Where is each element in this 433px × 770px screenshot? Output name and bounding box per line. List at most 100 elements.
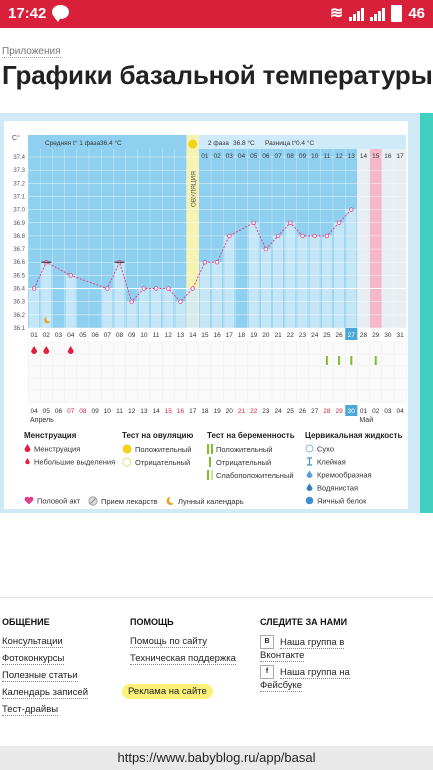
- heart-icon: [24, 496, 34, 507]
- cycle-day-label: 11: [153, 332, 160, 339]
- date-label: 09: [91, 408, 99, 415]
- temperature-bar: [138, 288, 149, 328]
- legend-menstruation-label: Менструация: [34, 444, 81, 454]
- pregnancy-test-bar: [338, 356, 341, 365]
- legend-cf-dry-label: Сухо: [317, 444, 335, 454]
- legend-pt-weak-label: Слабоположительный: [216, 470, 294, 480]
- temperature-bar: [114, 262, 125, 328]
- temperature-point: [300, 233, 305, 239]
- top-day-label: 06: [262, 153, 270, 160]
- footer-link-photocontests-text[interactable]: Фотоконкурсы: [2, 653, 65, 665]
- temperature-point: [190, 286, 195, 291]
- temperature-point: [349, 207, 354, 212]
- date-label: 05: [43, 408, 51, 415]
- temperature-point: [166, 286, 171, 291]
- footer-link-fb-2[interactable]: Фейсбуке: [260, 680, 303, 692]
- y-tick-label: 36.9: [13, 221, 25, 227]
- footer-link-advertising[interactable]: Реклама на сайте: [122, 684, 213, 699]
- status-icons: ≋ 46: [330, 5, 425, 22]
- small-drop-icon: [24, 457, 31, 468]
- pregnancy-test-bar: [350, 356, 353, 365]
- footer-link-photocontests[interactable]: Фотоконкурсы: [2, 653, 65, 665]
- temperature-point: [263, 246, 269, 252]
- top-day-label: 03: [226, 153, 234, 160]
- site-footer: ОБЩЕНИЕ Консультации Фотоконкурсы Полезн…: [0, 597, 433, 743]
- side-tab[interactable]: [420, 113, 433, 513]
- footer-link-advertising-text[interactable]: Реклама на сайте: [128, 686, 207, 697]
- footer-link-fb-line2[interactable]: Фейсбуке: [260, 680, 303, 692]
- legend-intercourse: Половой акт: [24, 496, 80, 507]
- date-label: 14: [152, 408, 160, 415]
- date-label: 18: [201, 408, 209, 415]
- footer-link-vk-line1[interactable]: Наша группа в: [280, 636, 345, 649]
- cycle-day-label: 19: [250, 332, 258, 339]
- date-label: 27: [311, 408, 319, 415]
- date-label: 03: [384, 408, 392, 415]
- footer-link-help-text[interactable]: Помощь по сайту: [130, 636, 207, 648]
- y-tick-label: 36.1: [13, 326, 25, 332]
- top-day-row: [198, 149, 407, 161]
- phase1-label: Средняя t° 1 фаза: [45, 139, 101, 147]
- footer-link-support-text[interactable]: Техническая поддержка: [130, 653, 236, 665]
- date-label: 11: [116, 408, 123, 415]
- creamy-drop-icon: [305, 470, 314, 481]
- cycle-day-label: 01: [30, 332, 38, 339]
- footer-link-consultations-text[interactable]: Консультации: [2, 636, 63, 648]
- footer-link-vk-line2[interactable]: Вконтакте: [260, 650, 305, 662]
- date-label: 16: [177, 408, 185, 415]
- footer-link-testdrives[interactable]: Тест-драйвы: [2, 704, 59, 716]
- footer-link-testdrives-text[interactable]: Тест-драйвы: [2, 704, 59, 716]
- footer-link-articles[interactable]: Полезные статьи: [2, 670, 78, 682]
- footer-link-fb-line1[interactable]: Наша группа на: [280, 666, 350, 679]
- footer-link-consultations[interactable]: Консультации: [2, 636, 63, 648]
- sticky-icon: [305, 457, 314, 468]
- y-tick-label: 36.8: [13, 234, 25, 240]
- faint-double-bar-icon: [207, 470, 213, 482]
- footer-link-articles-text[interactable]: Полезные статьи: [2, 670, 78, 682]
- blood-drop-icon: [24, 444, 31, 455]
- footer-link-calendar-text[interactable]: Календарь записей: [2, 687, 89, 699]
- footer-link-fb[interactable]: f Наша группа на: [260, 665, 350, 679]
- temperature-point: [227, 233, 232, 239]
- cycle-day-label: 12: [165, 332, 173, 339]
- month-may: Май: [359, 416, 373, 424]
- top-day-label: 08: [287, 153, 295, 160]
- empty-day-column: [357, 149, 370, 328]
- top-day-label: 01: [201, 153, 209, 160]
- footer-link-support[interactable]: Техническая поддержка: [130, 653, 236, 665]
- temperature-point: [129, 299, 134, 304]
- pill-icon: [88, 496, 98, 508]
- cycle-day-label: 03: [55, 332, 63, 339]
- url-bar[interactable]: https://www.babyblog.ru/app/basal: [0, 746, 433, 770]
- top-day-label: 11: [324, 153, 331, 160]
- legend-medication-label: Прием лекарств: [101, 496, 158, 506]
- facebook-icon: f: [260, 665, 274, 679]
- top-day-label: 07: [274, 153, 282, 160]
- footer-link-help[interactable]: Помощь по сайту: [130, 636, 207, 648]
- footer-link-vk[interactable]: В Наша группа в: [260, 635, 345, 649]
- page-title: Графики базальной температуры: [2, 60, 433, 90]
- footer-link-calendar[interactable]: Календарь записей: [2, 687, 89, 699]
- date-label: 28: [323, 408, 331, 415]
- top-day-label: 15: [372, 153, 380, 160]
- breadcrumb[interactable]: Приложения: [2, 46, 61, 58]
- temperature-bar: [321, 235, 332, 328]
- cycle-day-label: 27: [348, 332, 356, 339]
- cycle-day-label: 21: [274, 332, 282, 339]
- date-label: 24: [274, 408, 282, 415]
- highlight-date-cell: [345, 405, 358, 416]
- legend-spotting-label: Небольшие выделения: [34, 457, 116, 467]
- legend-cf-creamy: Кремообразная: [305, 470, 372, 481]
- legend-cf-watery: Водянистая: [305, 483, 358, 494]
- symbol-rows: [28, 342, 407, 403]
- date-label: 01: [360, 408, 368, 415]
- double-bar-icon: [207, 444, 213, 456]
- breadcrumb-link[interactable]: Приложения: [2, 46, 61, 58]
- legend-pt-weak: Слабоположительный: [207, 470, 294, 482]
- cycle-day-label: 22: [287, 332, 295, 339]
- temperature-bar: [102, 288, 113, 328]
- date-label: 23: [262, 408, 270, 415]
- menstruation-drop-icon: [43, 346, 50, 354]
- footer-link-vk-2[interactable]: Вконтакте: [260, 650, 305, 662]
- date-label: 30: [348, 408, 356, 415]
